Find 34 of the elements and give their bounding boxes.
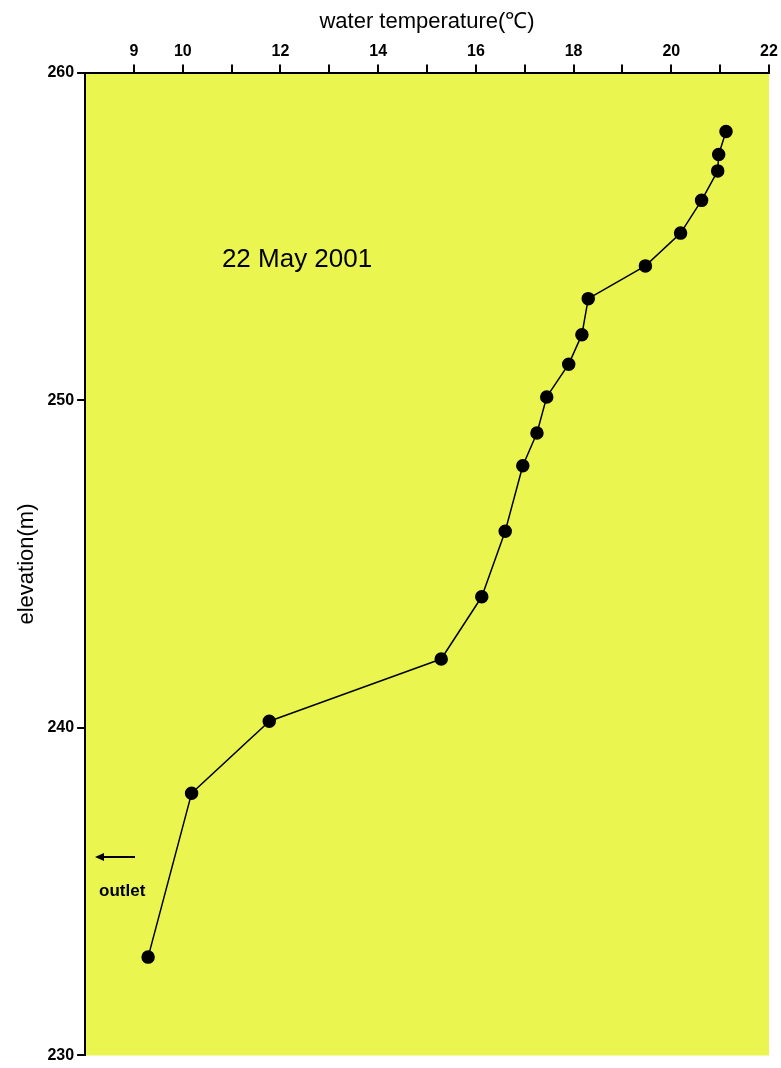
- point: [581, 291, 595, 306]
- x-axis-title: water temperature(℃): [318, 8, 535, 34]
- x-tick-label: 12: [271, 42, 290, 60]
- point: [719, 124, 733, 139]
- point: [475, 590, 489, 604]
- annotation: 22 May 2001: [221, 242, 373, 273]
- point: [673, 226, 688, 240]
- x-tick-label: 16: [467, 42, 485, 60]
- x-tick-label: 20: [662, 42, 681, 60]
- point: [530, 426, 544, 440]
- point: [575, 327, 589, 342]
- x-tick-label: 9: [129, 42, 139, 60]
- point: [498, 524, 512, 538]
- y-axis-title: elevation(m): [13, 503, 39, 625]
- y-tick-label: 230: [47, 1045, 75, 1063]
- point: [262, 714, 277, 728]
- point: [711, 147, 726, 162]
- y-tick-label: 250: [47, 390, 75, 408]
- point: [638, 259, 653, 273]
- point: [539, 390, 554, 404]
- x-tick-label: 22: [760, 42, 778, 60]
- x-tick-label: 10: [173, 42, 192, 60]
- x-tick-label: 18: [564, 42, 583, 60]
- point: [561, 357, 576, 371]
- point: [141, 950, 155, 964]
- annotation: outlet: [99, 880, 146, 900]
- y-tick-label: 260: [47, 63, 75, 81]
- y-tick-label: 240: [47, 718, 75, 736]
- point: [184, 786, 199, 801]
- point: [694, 193, 709, 208]
- point: [434, 652, 448, 666]
- x-tick-label: 14: [369, 42, 388, 60]
- point: [710, 164, 725, 178]
- point: [516, 458, 530, 473]
